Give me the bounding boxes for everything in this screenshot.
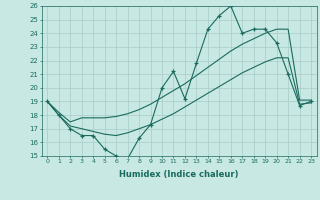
X-axis label: Humidex (Indice chaleur): Humidex (Indice chaleur) [119, 170, 239, 179]
